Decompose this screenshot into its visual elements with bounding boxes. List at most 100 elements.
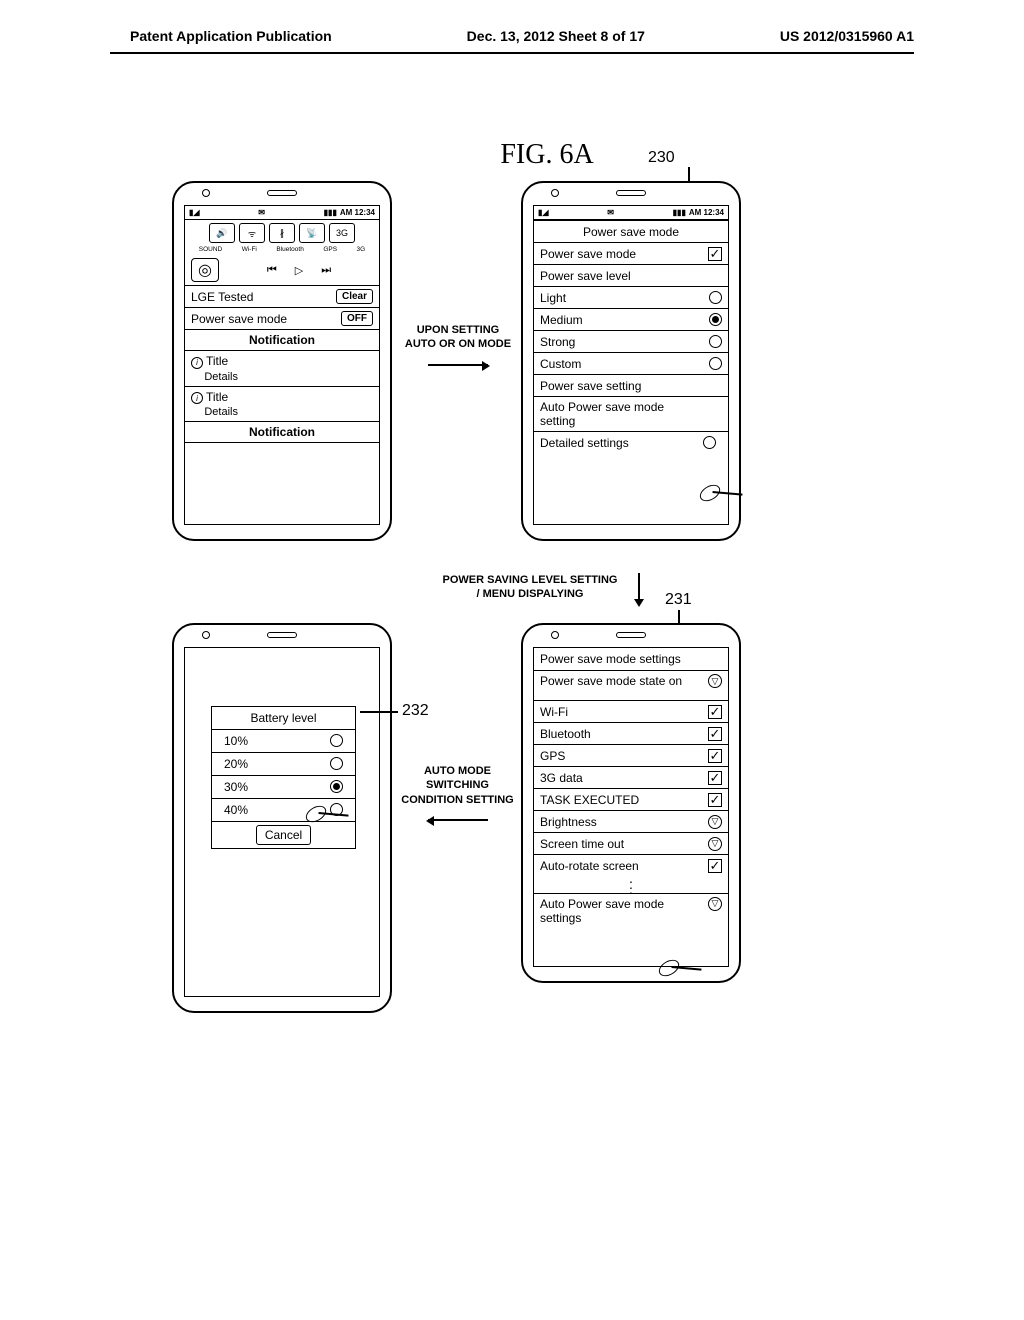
task-row[interactable]: TASK EXECUTED✓ <box>534 788 728 810</box>
next-icon[interactable]: ⏭ <box>321 264 331 277</box>
header-left: Patent Application Publication <box>130 28 332 44</box>
play-icon[interactable]: ▷ <box>295 264 303 277</box>
pct30-label: 30% <box>224 780 248 794</box>
notification-header-2: Notification <box>185 421 379 442</box>
checkbox-icon[interactable]: ✓ <box>708 771 722 785</box>
pct40-row[interactable]: 40% <box>212 799 355 822</box>
radio-icon[interactable] <box>709 335 722 348</box>
pct40-label: 40% <box>224 803 248 817</box>
pss-title: Power save mode settings <box>540 652 681 666</box>
camera-icon <box>551 189 559 197</box>
checkbox-icon[interactable]: ✓ <box>708 727 722 741</box>
notif-item-1[interactable]: iTitle Details <box>185 350 379 386</box>
speaker-icon <box>267 632 297 638</box>
radio-selected-icon[interactable] <box>330 780 343 793</box>
d3g-row[interactable]: 3G data✓ <box>534 766 728 788</box>
widget-target-icon[interactable]: ◎ <box>191 258 219 282</box>
figure-title: FIG. 6A <box>70 139 1024 171</box>
checkbox-icon[interactable]: ✓ <box>708 247 722 261</box>
custom-label: Custom <box>540 357 581 371</box>
radio-icon[interactable] <box>330 734 343 747</box>
auto-settings-row[interactable]: Auto Power save mode settings ▽ <box>534 893 728 928</box>
speaker-icon <box>616 632 646 638</box>
cancel-button[interactable]: Cancel <box>256 825 311 845</box>
psm-label: Power save mode <box>540 247 636 261</box>
strong-label: Strong <box>540 335 575 349</box>
auto-psm-row[interactable]: Auto Power save mode setting <box>534 396 728 431</box>
lbl-wifi: Wi-Fi <box>242 246 257 253</box>
dropdown-icon[interactable]: ▽ <box>708 897 722 911</box>
gps-row[interactable]: GPS✓ <box>534 744 728 766</box>
mail-icon: ✉ <box>258 208 265 217</box>
ref-231: 231 <box>665 591 692 609</box>
lbl-sound: SOUND <box>199 246 222 253</box>
checkbox-icon[interactable]: ✓ <box>708 859 722 873</box>
bt-label: Bluetooth <box>540 727 591 741</box>
gps-toggle[interactable]: 📡 <box>299 223 325 243</box>
radio-icon[interactable] <box>709 291 722 304</box>
ref-232: 232 <box>402 702 429 720</box>
light-row[interactable]: Light <box>534 286 728 308</box>
dropdown-icon[interactable]: ▽ <box>708 815 722 829</box>
checkbox-icon[interactable]: ✓ <box>708 749 722 763</box>
auto-settings-label: Auto Power save mode settings <box>540 897 695 925</box>
speaker-icon <box>616 190 646 196</box>
pct30-row[interactable]: 30% <box>212 776 355 799</box>
dropdown-icon[interactable]: ▽ <box>708 674 722 688</box>
clear-button[interactable]: Clear <box>336 289 373 304</box>
strong-row[interactable]: Strong <box>534 330 728 352</box>
camera-icon <box>551 631 559 639</box>
detailed-settings-row[interactable]: Detailed settings <box>534 431 728 453</box>
lbl-3g: 3G <box>357 246 366 253</box>
dropdown-icon[interactable]: ▽ <box>708 837 722 851</box>
signal-icon: ▮◢ <box>538 208 549 217</box>
wifi-label: Wi-Fi <box>540 705 568 719</box>
medium-row[interactable]: Medium <box>534 308 728 330</box>
psm-header: Power save mode <box>583 225 679 239</box>
medium-label: Medium <box>540 313 583 327</box>
custom-row[interactable]: Custom <box>534 352 728 374</box>
pct10-row[interactable]: 10% <box>212 730 355 753</box>
ref-230: 230 <box>648 149 675 167</box>
empty-area <box>185 442 379 484</box>
prev-icon[interactable]: ⏮ <box>267 264 277 277</box>
radio-icon[interactable] <box>709 357 722 370</box>
sto-row[interactable]: Screen time out ▽ <box>534 832 728 854</box>
pct20-label: 20% <box>224 757 248 771</box>
radio-icon[interactable] <box>330 757 343 770</box>
threeg-toggle[interactable]: 3G <box>329 223 355 243</box>
checkbox-icon[interactable]: ✓ <box>708 793 722 807</box>
bright-row[interactable]: Brightness▽ <box>534 810 728 832</box>
bt-row[interactable]: Bluetooth ✓ <box>534 722 728 744</box>
info-icon: i <box>191 357 203 369</box>
phone-4: Battery level 10% 20% 30% 40% Cancel <box>172 623 392 1013</box>
status-bar: ▮◢ ✉ ▮▮▮AM 12:34 <box>534 206 728 220</box>
bluetooth-toggle[interactable]: ∦ <box>269 223 295 243</box>
sound-toggle[interactable]: 🔊 <box>209 223 235 243</box>
state-row[interactable]: Power save mode state on▽ <box>534 670 728 700</box>
notif-title-1: Title <box>206 354 228 368</box>
sto-label: Screen time out <box>540 837 624 851</box>
empty-area <box>534 453 728 489</box>
notif-title-2: Title <box>206 390 228 404</box>
notification-header-1: Notification <box>185 329 379 350</box>
lge-tested-label: LGE Tested <box>191 290 253 304</box>
checkbox-icon[interactable]: ✓ <box>708 705 722 719</box>
lbl-bt: Bluetooth <box>276 246 303 253</box>
phone-3: Power save mode settings Power save mode… <box>521 623 741 983</box>
status-bar: ▮◢ ✉ ▮▮▮AM 12:34 <box>185 206 379 220</box>
speaker-icon <box>267 190 297 196</box>
psm-row[interactable]: Power save mode ✓ <box>534 242 728 264</box>
notif-item-2[interactable]: iTitle Details <box>185 386 379 422</box>
notif-details-1: Details <box>204 371 238 383</box>
wifi-row[interactable]: Wi-Fi ✓ <box>534 700 728 722</box>
empty-area <box>534 928 728 956</box>
pct20-row[interactable]: 20% <box>212 753 355 776</box>
header-mid: Dec. 13, 2012 Sheet 8 of 17 <box>467 28 645 44</box>
wifi-toggle[interactable]: ᯤ <box>239 223 265 243</box>
radio-icon[interactable] <box>703 436 716 449</box>
auto-psm-label: Auto Power save mode setting <box>540 400 700 428</box>
off-button[interactable]: OFF <box>341 311 373 326</box>
radio-selected-icon[interactable] <box>709 313 722 326</box>
arrow-lbl-3: AUTO MODE SWITCHING CONDITION SETTING <box>395 764 520 807</box>
